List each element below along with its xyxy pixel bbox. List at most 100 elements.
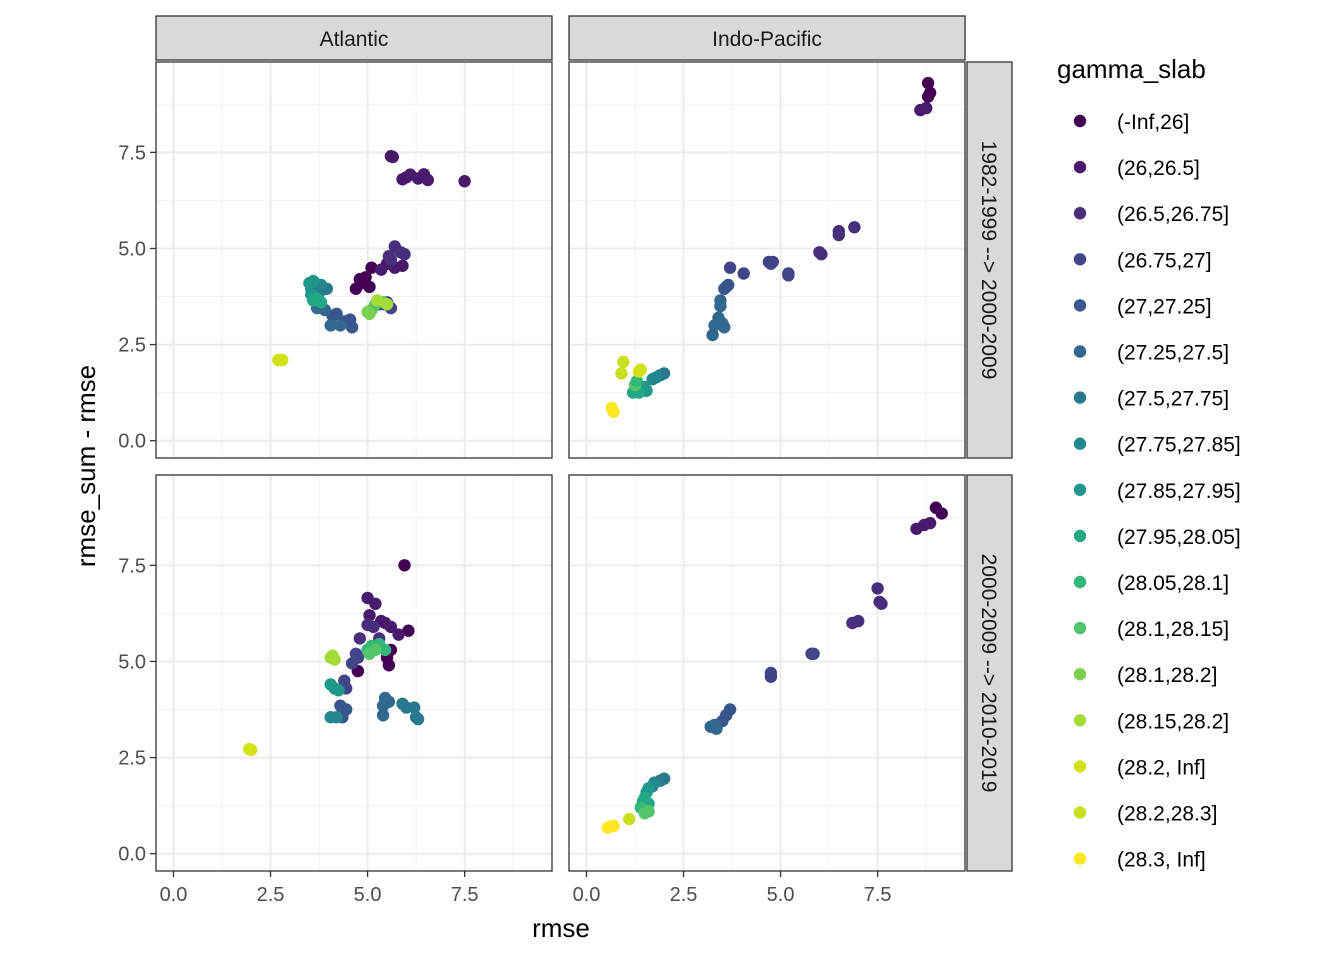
legend-key: [1073, 345, 1087, 358]
data-point: [646, 373, 659, 386]
panel-1-0: [568, 61, 966, 459]
panel-0-1: [155, 474, 553, 872]
panel-border: [155, 61, 553, 459]
data-point: [718, 321, 731, 334]
legend-key: [1073, 114, 1087, 128]
y-tick-label: 0.0: [118, 844, 146, 866]
data-point: [848, 221, 861, 234]
legend-item: (28.2,28.3]: [1073, 803, 1217, 826]
data-point: [375, 263, 388, 276]
legend-label: (28.1,28.15]: [1117, 618, 1229, 641]
y-tick-label: 2.5: [118, 335, 146, 357]
legend-item: (28.1,28.2]: [1073, 664, 1217, 687]
legend-key: [1073, 529, 1087, 543]
panel-1-1: [568, 474, 966, 872]
facet-row-strips: 1982-1999 --> 2000-2009 2000-2009 --> 20…: [966, 61, 1013, 872]
data-point: [398, 559, 411, 572]
data-point: [617, 355, 630, 369]
data-point: [396, 173, 409, 186]
data-point: [334, 319, 347, 332]
legend-key: [1073, 714, 1087, 727]
x-axis-title: rmse: [532, 913, 590, 943]
data-point: [634, 363, 647, 376]
data-point: [714, 299, 727, 313]
legend-label: (26.75,27]: [1117, 249, 1212, 272]
legend-label: (-Inf,26]: [1117, 111, 1189, 134]
data-point: [345, 321, 359, 334]
data-point: [398, 248, 411, 261]
legend-label: (28.05,28.1]: [1117, 572, 1229, 595]
x-tick-label: 2.5: [670, 884, 698, 906]
data-point: [875, 597, 888, 610]
data-point: [910, 522, 923, 535]
legend-item: (27,27.25]: [1073, 295, 1212, 318]
data-point: [921, 76, 935, 90]
strip-label-indo-pacific: Indo-Pacific: [712, 28, 822, 51]
legend-label: (26,26.5]: [1117, 157, 1200, 180]
data-point: [243, 742, 256, 756]
x-tick-label: 0.0: [160, 884, 188, 906]
data-point: [923, 516, 937, 530]
legend-key: [1073, 207, 1087, 220]
data-point: [365, 261, 378, 274]
legend-item: (27.95,28.05]: [1073, 526, 1241, 549]
data-point: [630, 374, 644, 388]
data-point: [384, 620, 398, 634]
legend-key: [1073, 160, 1087, 174]
legend-key: [1073, 299, 1087, 312]
data-point: [307, 274, 320, 288]
axes: 0.0 2.5 5.0 7.5 0.0 2.5 5.0 7.5 0.0 2.5 5.0 7.5 0.0 2…: [118, 142, 891, 906]
data-point: [623, 812, 636, 826]
data-point: [330, 711, 343, 724]
data-point: [921, 90, 935, 103]
legend-item: (26.75,27]: [1073, 249, 1212, 272]
y-tick-label: 7.5: [118, 142, 146, 164]
data-point: [392, 628, 405, 641]
data-point: [371, 294, 384, 307]
data-point: [935, 507, 948, 520]
data-point: [710, 722, 723, 735]
legend-key: [1073, 483, 1087, 496]
legend-title: gamma_slab: [1057, 54, 1206, 84]
legend-label: (27.25,27.5]: [1117, 342, 1229, 365]
y-tick-label: 5.0: [118, 238, 146, 260]
x-tick-label: 7.5: [451, 884, 479, 906]
strip-label-atlantic: Atlantic: [320, 28, 389, 51]
data-point: [363, 280, 376, 294]
data-point: [367, 620, 380, 634]
x-tick-label: 0.0: [573, 884, 601, 906]
legend-key: [1073, 437, 1087, 450]
legend-key: [1073, 760, 1087, 773]
legend-label: (27.85,27.95]: [1117, 480, 1241, 503]
legend-item: (28.15,28.2]: [1073, 710, 1229, 733]
legend-item: (27.5,27.75]: [1073, 388, 1229, 411]
strip-row2-background: [966, 474, 1013, 872]
data-point: [376, 709, 390, 722]
data-point: [408, 701, 421, 714]
legend-label: (28.2, Inf]: [1117, 756, 1206, 779]
panel-border: [155, 474, 553, 872]
legend-item: (-Inf,26]: [1073, 111, 1189, 134]
data-point: [378, 643, 392, 657]
facet-panels: [155, 61, 966, 872]
data-point: [782, 269, 795, 282]
legend-key: [1073, 391, 1087, 404]
legend-label: (28.15,28.2]: [1117, 710, 1229, 733]
x-tick-label: 5.0: [767, 884, 795, 906]
strip-label-row2: 2000-2009 --> 2010-2019: [977, 554, 1000, 793]
legend: gamma_slab (-Inf,26] (26,26.5] (26.5,26.75…: [1057, 54, 1241, 872]
y-axis-title: rmse_sum - rmse: [71, 365, 101, 567]
legend-label: (28.2,28.3]: [1117, 803, 1217, 826]
panel-background: [156, 62, 552, 458]
data-point: [396, 259, 409, 272]
data-point: [718, 282, 731, 295]
facet-column-strips: Atlantic Indo-Pacific: [155, 15, 966, 61]
legend-key: [1073, 253, 1087, 266]
data-point: [615, 367, 628, 380]
data-point: [345, 657, 359, 670]
legend-label: (27.75,27.85]: [1117, 434, 1241, 457]
data-point: [382, 659, 396, 672]
data-point: [307, 294, 320, 307]
data-point: [353, 632, 366, 645]
legend-label: (26.5,26.75]: [1117, 203, 1229, 226]
